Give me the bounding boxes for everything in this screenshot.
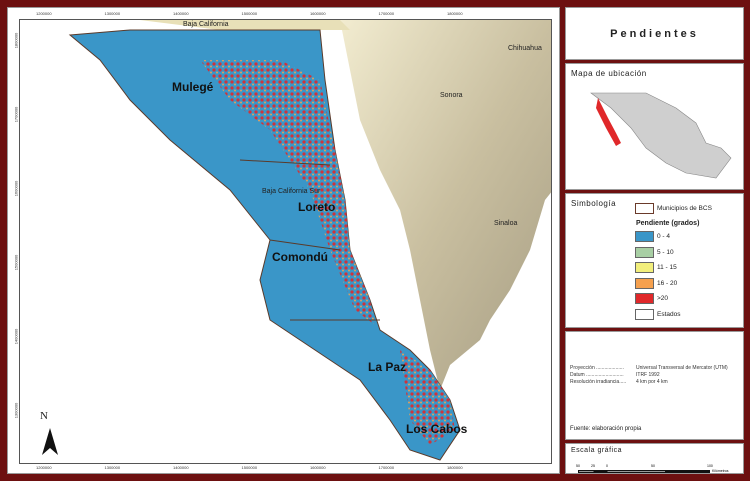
legend-label: 0 - 4 [657, 233, 671, 240]
legend-swatch [635, 277, 654, 289]
legend-swatch [635, 246, 654, 258]
legend-item: >20 [635, 293, 668, 304]
label-los-cabos: Los Cabos [406, 422, 468, 436]
legend-label: 16 - 20 [657, 279, 678, 287]
map-title: Pendientes [565, 7, 744, 60]
high-slope-south [400, 350, 455, 445]
map-panel: 1200000 1200000 1300000 1300000 1400000 14000… [7, 7, 560, 474]
y-tick-label: 1300000 [13, 402, 19, 419]
north-label: N [40, 410, 48, 422]
legend-label: 5 - 10 [657, 248, 674, 256]
location-map-panel: Mapa de ubicación [565, 63, 744, 190]
info-key: Resolución irradiancia..... [570, 379, 627, 385]
info-key: Proyección .................... [570, 365, 624, 371]
x-tick-label-bottom: 1400000 [173, 465, 189, 470]
scale-unit: Kilómetros [712, 469, 729, 473]
x-tick-label: 1400000 [173, 11, 189, 16]
legend-panel: Simbología Municipios de BCS Pendiente (… [565, 193, 744, 328]
legend-label: >20 [657, 295, 669, 302]
legend-swatch [635, 262, 654, 273]
north-arrow [42, 428, 58, 455]
legend-swatch [635, 231, 654, 242]
info-value: Universal Transversal de Mercator (UTM) [636, 365, 728, 371]
scale-tick: 100 [707, 464, 713, 468]
municipios-swatch [635, 203, 654, 214]
mexico-locator-map [590, 92, 732, 179]
x-tick-label-bottom: 1300000 [104, 465, 121, 470]
x-tick-label: 1500000 [241, 11, 258, 16]
source-text: Fuente: elaboración propia [570, 426, 642, 432]
x-tick-label-bottom: 1600000 [310, 465, 326, 470]
legend-title: Simbología [571, 199, 617, 208]
x-tick-label-bottom: 1500000 [241, 465, 258, 470]
label-comondu: Comondú [272, 250, 328, 264]
info-value: 4 km por 4 km [636, 379, 668, 385]
x-tick-label: 1800000 [447, 11, 463, 16]
scale-tick: 0 [606, 464, 608, 468]
label-mulege: Mulegé [172, 80, 214, 94]
label-baja-california: Baja California [183, 21, 229, 28]
bc-terrain [140, 20, 350, 30]
estados-label: Estados [657, 311, 681, 318]
y-tick-label: 1500000 [13, 254, 19, 271]
scale-tick: 50 [651, 464, 655, 468]
label-chihuahua: Chihuahua [508, 45, 542, 52]
x-tick-label: 1200000 [36, 11, 52, 16]
label-loreto: Loreto [298, 200, 336, 214]
info-key: Datum ........................... [570, 372, 624, 378]
legend-item: 11 - 15 [635, 262, 677, 273]
x-tick-label: 1600000 [310, 11, 326, 16]
label-bcs: Baja California Sur [262, 188, 321, 195]
scale-title: Escala gráfica [571, 447, 622, 454]
x-tick-label: 1700000 [378, 11, 395, 16]
scale-tick: 25 [591, 464, 595, 468]
x-tick-label-bottom: 1700000 [378, 465, 395, 470]
label-sonora: Sonora [440, 92, 463, 99]
y-tick-label: 1800000 [13, 32, 19, 49]
legend-item: 16 - 20 [635, 277, 678, 289]
slope-map[interactable]: Mulegé Loreto Comondú La Paz Los Cabos B… [19, 19, 552, 464]
estados-swatch [635, 309, 654, 320]
location-map-title: Mapa de ubicación [571, 69, 647, 78]
peninsula [68, 29, 461, 461]
y-tick-label: 1400000 [13, 328, 19, 345]
legend-item: 5 - 10 [635, 246, 674, 258]
x-tick-label: 1300000 [104, 11, 121, 16]
x-tick-label-bottom: 1200000 [36, 465, 52, 470]
mainland-terrain [340, 20, 551, 390]
municipal-boundaries [239, 159, 380, 321]
info-value: ITRF 1992 [636, 372, 660, 378]
legend-swatch [635, 293, 654, 304]
legend-label: 11 - 15 [657, 264, 677, 271]
municipios-label: Municipios de BCS [657, 205, 712, 212]
info-panel: Proyección .................... Universal… [565, 331, 744, 440]
label-la-paz: La Paz [368, 360, 407, 374]
scale-bar [578, 470, 710, 473]
high-slope-zone [200, 60, 375, 325]
y-tick-label: 1600000 [13, 180, 19, 197]
pendiente-title: Pendiente (grados) [636, 220, 700, 227]
label-sinaloa: Sinaloa [494, 220, 518, 227]
legend-item: 0 - 4 [635, 231, 670, 242]
map-canvas [42, 20, 551, 461]
scale-panel: Escala gráfica 50 25 0 50 100 Kilómetros [565, 443, 744, 474]
scale-tick: 50 [576, 464, 580, 468]
y-tick-label: 1700000 [13, 106, 19, 123]
x-tick-label-bottom: 1800000 [447, 465, 463, 470]
